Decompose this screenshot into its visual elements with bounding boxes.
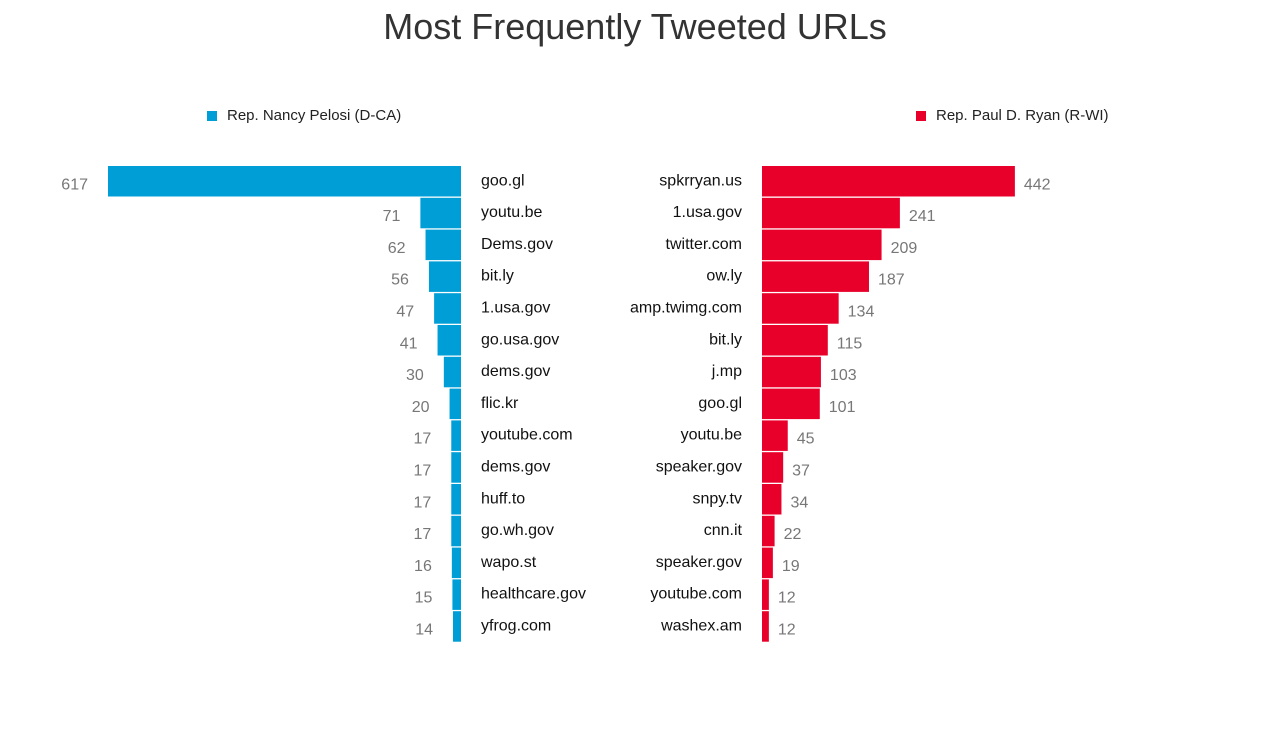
value-label-pelosi: 17: [413, 462, 431, 479]
bar-ryan[interactable]: [762, 388, 820, 420]
category-label-ryan: amp.twimg.com: [630, 299, 742, 316]
bar-pelosi[interactable]: [428, 261, 461, 292]
value-label-ryan: 241: [909, 208, 936, 225]
value-label-ryan: 37: [792, 462, 810, 479]
bar-ryan[interactable]: [762, 356, 821, 388]
legend-swatch-ryan: [916, 110, 926, 121]
category-label-pelosi: yfrog.com: [481, 617, 551, 634]
category-label-ryan: snpy.tv: [693, 490, 743, 507]
value-label-ryan: 103: [830, 367, 857, 384]
bar-ryan[interactable]: [762, 579, 769, 610]
bar-pelosi[interactable]: [449, 388, 461, 420]
value-label-pelosi: 14: [415, 621, 433, 638]
category-label-ryan: cnn.it: [704, 522, 743, 539]
category-label-ryan: bit.ly: [709, 331, 742, 348]
value-label-ryan: 209: [891, 240, 918, 257]
category-label-pelosi: dems.gov: [481, 458, 550, 475]
bar-ryan[interactable]: [762, 452, 784, 483]
bar-ryan[interactable]: [762, 325, 828, 356]
category-label-ryan: twitter.com: [666, 236, 742, 253]
bar-pelosi[interactable]: [451, 484, 461, 515]
category-label-ryan: goo.gl: [698, 395, 742, 412]
value-label-ryan: 442: [1024, 176, 1051, 193]
bar-pelosi[interactable]: [425, 229, 461, 261]
value-label-pelosi: 17: [413, 526, 431, 543]
value-label-pelosi: 62: [388, 240, 406, 257]
category-label-pelosi: huff.to: [481, 490, 525, 507]
category-label-pelosi: goo.gl: [481, 172, 525, 189]
category-label-ryan: ow.ly: [706, 268, 742, 285]
bar-ryan[interactable]: [762, 484, 782, 515]
category-label-ryan: speaker.gov: [656, 554, 742, 571]
category-label-pelosi: go.wh.gov: [481, 522, 554, 539]
value-label-pelosi: 47: [396, 303, 414, 320]
value-label-pelosi: 617: [61, 176, 88, 193]
value-label-pelosi: 71: [383, 208, 401, 225]
bar-pelosi[interactable]: [437, 325, 461, 356]
bar-ryan[interactable]: [762, 547, 773, 579]
bar-pelosi[interactable]: [443, 356, 461, 388]
value-label-ryan: 134: [848, 303, 875, 320]
value-label-ryan: 187: [878, 272, 905, 289]
bar-ryan[interactable]: [762, 611, 769, 642]
bar-ryan[interactable]: [762, 293, 839, 324]
bar-ryan[interactable]: [762, 197, 900, 229]
category-label-ryan: speaker.gov: [656, 458, 742, 475]
value-label-ryan: 19: [782, 558, 800, 575]
category-label-ryan: youtu.be: [681, 427, 742, 444]
bar-ryan[interactable]: [762, 166, 1015, 197]
value-label-pelosi: 30: [406, 367, 424, 384]
category-label-ryan: spkrryan.us: [659, 172, 742, 189]
legend-label-ryan: Rep. Paul D. Ryan (R-WI): [936, 107, 1109, 124]
bar-pelosi[interactable]: [451, 547, 461, 579]
bar-ryan[interactable]: [762, 420, 788, 451]
value-label-ryan: 34: [790, 494, 808, 511]
legend-label-pelosi: Rep. Nancy Pelosi (D-CA): [227, 107, 402, 124]
value-label-ryan: 115: [837, 335, 863, 352]
bar-pelosi[interactable]: [451, 452, 461, 483]
category-label-pelosi: dems.gov: [481, 363, 550, 380]
value-label-pelosi: 17: [413, 494, 431, 511]
value-label-ryan: 101: [829, 399, 856, 416]
bar-pelosi[interactable]: [108, 166, 461, 197]
category-label-ryan: 1.usa.gov: [673, 204, 742, 221]
bar-pelosi[interactable]: [452, 611, 461, 642]
bar-ryan[interactable]: [762, 261, 869, 292]
category-label-pelosi: Dems.gov: [481, 236, 553, 253]
bar-pelosi[interactable]: [420, 197, 461, 229]
category-label-pelosi: healthcare.gov: [481, 586, 586, 603]
legend-ryan[interactable]: Rep. Paul D. Ryan (R-WI): [916, 107, 1109, 124]
value-label-ryan: 22: [784, 526, 802, 543]
legend-swatch-pelosi: [207, 110, 217, 121]
value-label-pelosi: 20: [412, 399, 430, 416]
category-label-pelosi: wapo.st: [480, 554, 537, 571]
category-label-pelosi: bit.ly: [481, 268, 514, 285]
category-label-ryan: washex.am: [660, 617, 742, 634]
bar-ryan[interactable]: [762, 515, 775, 547]
value-label-pelosi: 56: [391, 272, 409, 289]
bar-pelosi[interactable]: [452, 579, 461, 610]
category-label-ryan: youtube.com: [650, 586, 742, 603]
category-label-pelosi: 1.usa.gov: [481, 299, 550, 316]
value-label-pelosi: 17: [413, 431, 431, 448]
category-label-ryan: j.mp: [711, 363, 742, 380]
category-label-pelosi: go.usa.gov: [481, 331, 559, 348]
category-label-pelosi: flic.kr: [481, 395, 519, 412]
value-label-pelosi: 15: [415, 590, 433, 607]
legend-pelosi[interactable]: Rep. Nancy Pelosi (D-CA): [207, 107, 401, 124]
value-label-ryan: 12: [778, 590, 796, 607]
category-label-pelosi: youtube.com: [481, 427, 573, 444]
category-label-pelosi: youtu.be: [481, 204, 542, 221]
bar-pelosi[interactable]: [451, 515, 461, 547]
value-label-ryan: 45: [797, 431, 815, 448]
value-label-pelosi: 41: [400, 335, 418, 352]
value-label-pelosi: 16: [414, 558, 432, 575]
value-label-ryan: 12: [778, 621, 796, 638]
bar-pelosi[interactable]: [451, 420, 461, 451]
chart-title: Most Frequently Tweeted URLs: [383, 6, 887, 47]
bar-ryan[interactable]: [762, 229, 882, 261]
bar-pelosi[interactable]: [434, 293, 461, 324]
